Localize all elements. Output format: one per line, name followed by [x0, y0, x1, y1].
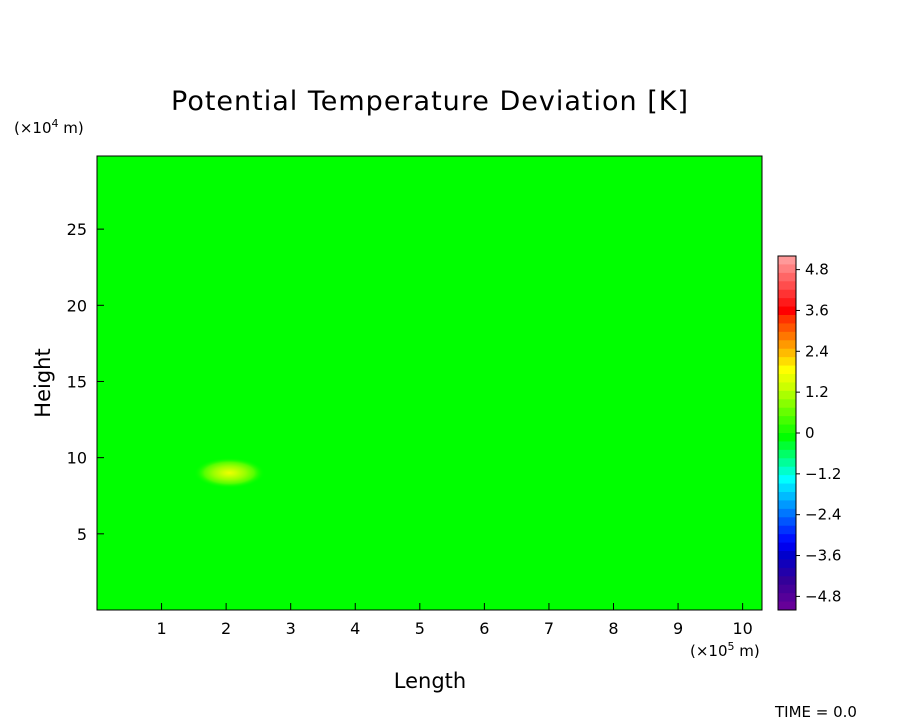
x-tick-label: 7: [544, 619, 554, 638]
colorbar-swatch: [778, 399, 796, 409]
colorbar-tick-label: 2.4: [805, 342, 829, 360]
x-tick-label: 9: [673, 619, 683, 638]
x-tick-label: 1: [156, 619, 166, 638]
x-tick-label: 2: [221, 619, 231, 638]
colorbar-ticks: 4.8 3.6 2.4 1.2 0 −1.2 −2.4 −3.6 −4.8: [796, 261, 841, 605]
colorbar-swatch: [778, 500, 796, 510]
colorbar-tick-label: −3.6: [805, 547, 841, 565]
colorbar-tick-label: −2.4: [805, 506, 841, 524]
colorbar-tick-label: 4.8: [805, 261, 829, 279]
x-tick-label: 3: [286, 619, 296, 638]
colorbar-swatch: [778, 374, 796, 383]
x-axis-ticks: 1 2 3 4 5 6 7 8 9 10: [156, 603, 753, 638]
colorbar-swatch: [778, 534, 796, 544]
colorbar-swatch: [778, 525, 796, 535]
x-tick-label: 8: [608, 619, 618, 638]
colorbar-swatch: [778, 348, 796, 358]
colorbar-swatch: [778, 315, 796, 324]
colorbar-tick-label: −1.2: [805, 465, 841, 483]
x-axis-unit: (×105 m): [690, 640, 760, 660]
colorbar-swatch: [778, 357, 796, 367]
colorbar-swatch: [778, 483, 796, 493]
colorbar-swatch: [778, 542, 796, 552]
colorbar-swatch: [778, 306, 796, 316]
colorbar-swatch: [778, 567, 796, 577]
colorbar-swatch: [778, 576, 796, 586]
y-axis-unit: (×104 m): [14, 117, 84, 137]
warm-bubble-feature: [193, 457, 265, 489]
colorbar-swatch: [778, 593, 796, 603]
colorbar-swatch: [778, 458, 796, 468]
colorbar-swatch: [778, 584, 796, 594]
time-label: TIME = 0.0: [774, 703, 857, 721]
y-tick-label: 25: [67, 220, 87, 239]
y-tick-label: 10: [67, 449, 87, 468]
y-tick-label: 20: [67, 296, 87, 315]
colorbar-swatch: [778, 424, 796, 434]
colorbar-swatch: [778, 323, 796, 333]
colorbar-swatch: [778, 517, 796, 527]
colorbar-swatch: [778, 433, 796, 442]
colorbar-swatch: [778, 601, 796, 611]
colorbar-swatch: [778, 365, 796, 375]
x-tick-label: 6: [479, 619, 489, 638]
x-tick-label: 10: [732, 619, 752, 638]
colorbar-tick-label: −4.8: [805, 587, 841, 605]
colorbar-swatch: [778, 298, 796, 308]
colorbar-swatch: [778, 256, 796, 265]
colorbar-swatch: [778, 475, 796, 485]
colorbar-swatch: [778, 466, 796, 476]
x-tick-label: 4: [350, 619, 360, 638]
colorbar: [777, 255, 797, 611]
x-tick-label: 5: [415, 619, 425, 638]
colorbar-swatch: [778, 551, 796, 560]
colorbar-swatch: [778, 559, 796, 569]
colorbar-swatch: [778, 272, 796, 282]
colorbar-swatch: [778, 449, 796, 459]
colorbar-swatch: [778, 492, 796, 501]
colorbar-tick-label: 1.2: [805, 383, 829, 401]
colorbar-swatch: [778, 340, 796, 350]
colorbar-swatch: [778, 264, 796, 274]
colorbar-tick-label: 3.6: [805, 301, 829, 319]
colorbar-swatch: [778, 416, 796, 426]
y-tick-label: 15: [67, 372, 87, 391]
colorbar-swatch: [778, 382, 796, 392]
y-axis-label: Height: [31, 348, 55, 417]
plot-area: [97, 156, 762, 610]
colorbar-swatch: [778, 390, 796, 400]
x-axis-label: Length: [394, 669, 466, 693]
colorbar-swatch: [778, 289, 796, 299]
colorbar-swatch: [778, 331, 796, 341]
colorbar-swatch: [778, 281, 796, 291]
colorbar-swatch: [778, 508, 796, 518]
y-tick-label: 5: [77, 525, 87, 544]
colorbar-swatch: [778, 441, 796, 451]
colorbar-swatch: [778, 407, 796, 417]
plot-frame: [96, 155, 763, 611]
y-axis-ticks: 5 10 15 20 25: [67, 220, 104, 544]
chart-title: Potential Temperature Deviation [K]: [171, 86, 689, 117]
colorbar-tick-label: 0: [805, 424, 815, 442]
